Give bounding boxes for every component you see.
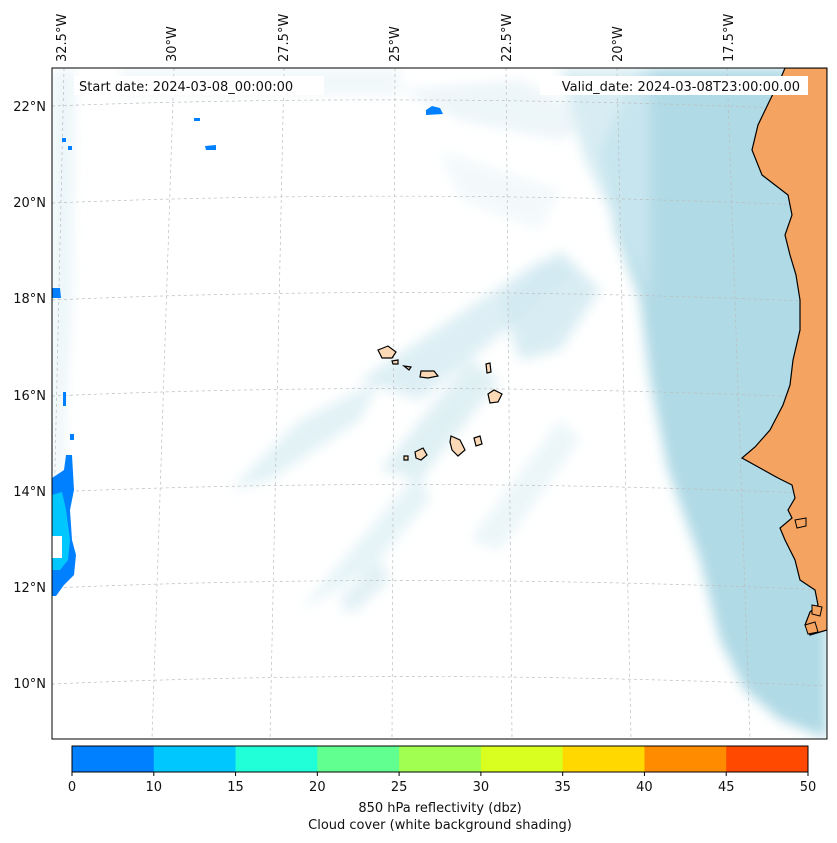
valid-label-bg xyxy=(540,76,808,95)
colorbar-label: 850 hPa reflectivity (dbz) xyxy=(358,801,522,816)
cloud-cover xyxy=(52,68,827,739)
colorbar-segment xyxy=(72,746,155,772)
colorbar-tick-label: 45 xyxy=(718,780,735,795)
coastal-island xyxy=(804,621,819,635)
colorbar-tick-label: 10 xyxy=(146,780,163,795)
colorbar-tick-label: 35 xyxy=(554,780,571,795)
colorbar-tick-label: 50 xyxy=(800,780,817,795)
colorbar: 0 10 15 20 25 30 35 40 45 50 xyxy=(68,745,817,795)
lat-label-16n: 16°N xyxy=(13,389,46,404)
cape-verde-islands xyxy=(377,345,503,461)
colorbar-tick-label: 40 xyxy=(636,780,653,795)
lon-label-27.5w: 27.5°W xyxy=(277,14,292,62)
colorbar-frame xyxy=(71,745,809,773)
coastal-island xyxy=(811,604,823,617)
lat-label-14n: 14°N xyxy=(13,485,46,500)
colorbar-sublabel: Cloud cover (white background shading) xyxy=(308,818,572,833)
colorbar-tick-label: 20 xyxy=(309,780,326,795)
start-label-bg xyxy=(74,76,324,95)
reflectivity-patches xyxy=(52,106,443,596)
colorbar-segment xyxy=(399,746,482,772)
colorbar-segment xyxy=(317,746,400,772)
colorbar-tick-label: 25 xyxy=(391,780,408,795)
colorbar-segment xyxy=(235,746,318,772)
colorbar-segment xyxy=(480,746,564,772)
lon-label-25w: 25°W xyxy=(388,26,403,62)
gridlines xyxy=(52,68,827,739)
valid-date-label: Valid_date: 2024-03-08T23:00:00.00 xyxy=(562,80,800,95)
lon-label-20w: 20°W xyxy=(611,26,626,62)
colorbar-tick-label: 15 xyxy=(227,780,244,795)
start-date-label: Start date: 2024-03-08_00:00:00 xyxy=(79,80,293,95)
lat-label-10n: 10°N xyxy=(13,677,46,692)
colorbar-tick-label: 30 xyxy=(473,780,490,795)
lon-label-32.5w: 32.5°W xyxy=(55,14,70,62)
map-frame xyxy=(51,67,828,740)
lat-label-18n: 18°N xyxy=(13,292,46,307)
colorbar-segment xyxy=(644,746,727,772)
colorbar-tick-label: 0 xyxy=(68,780,76,795)
lat-label-20n: 20°N xyxy=(13,196,46,211)
lat-label-22n: 22°N xyxy=(13,100,46,115)
colorbar-segment xyxy=(726,746,809,772)
lon-label-22.5w: 22.5°W xyxy=(500,14,515,62)
colorbar-segment xyxy=(153,746,237,772)
lon-label-17.5w: 17.5°W xyxy=(722,14,737,62)
lat-label-12n: 12°N xyxy=(13,581,46,596)
coastal-island xyxy=(794,517,807,529)
africa-coastline xyxy=(740,68,827,636)
colorbar-segment xyxy=(562,746,645,772)
lon-label-30w: 30°W xyxy=(165,26,180,62)
